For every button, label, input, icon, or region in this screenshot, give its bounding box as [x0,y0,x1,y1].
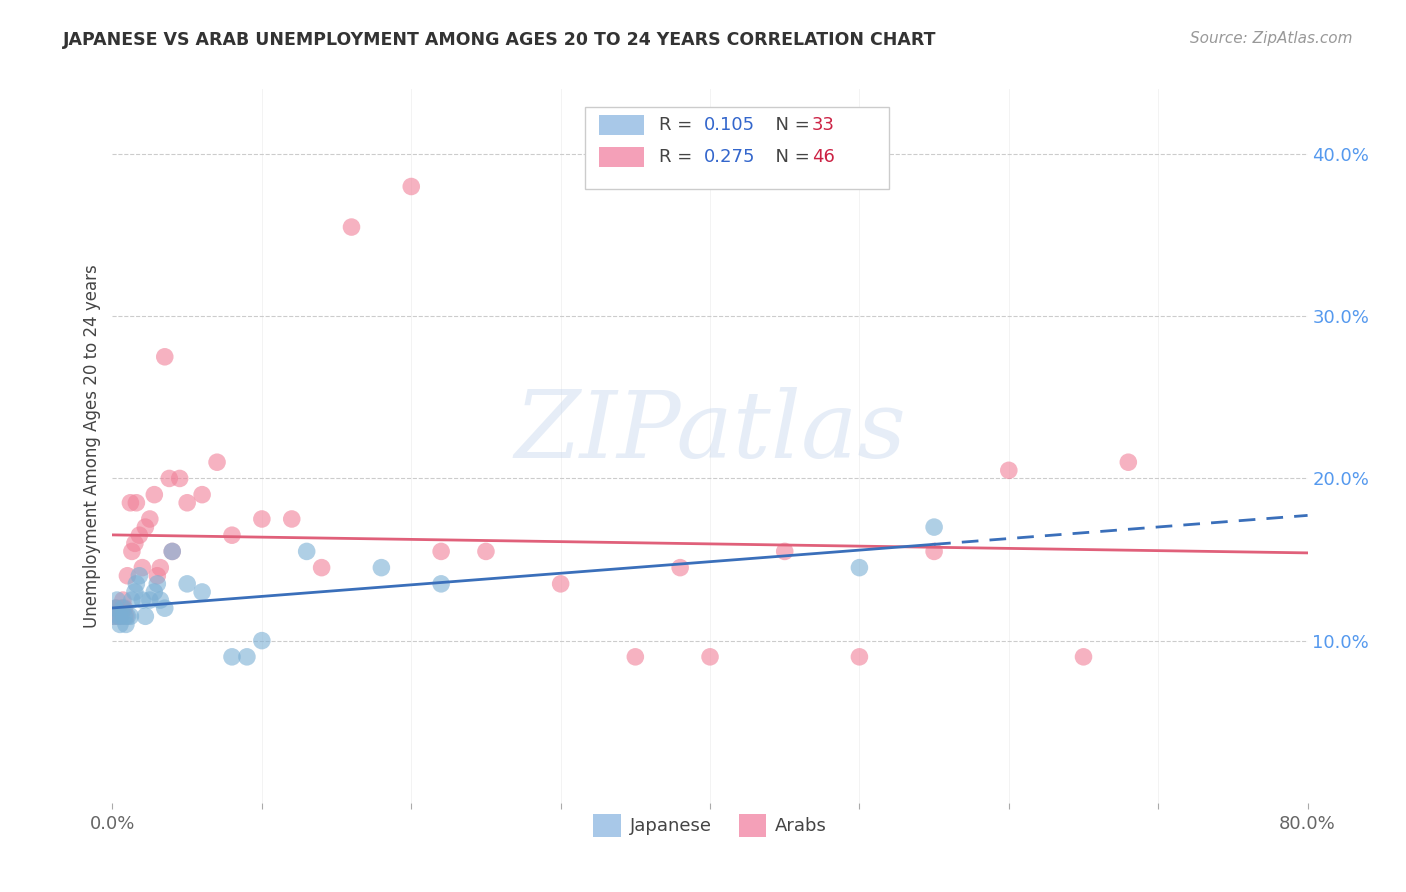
Point [120,609,142,624]
Point [103,609,125,624]
Point [110,601,132,615]
Point [110,609,132,624]
FancyBboxPatch shape [585,107,890,189]
Point [108,609,131,624]
Point [125,496,148,510]
Point [128,528,150,542]
Point [111,593,134,607]
Point [107,609,129,624]
Point [176,577,198,591]
FancyBboxPatch shape [599,147,644,167]
Point [105,601,128,615]
Point [922,544,945,558]
Text: 33: 33 [811,116,835,134]
Point [134,609,156,624]
Point [149,593,172,607]
Point [114,601,135,615]
Point [370,560,392,574]
Point [143,488,166,502]
Text: 0.275: 0.275 [704,148,755,166]
Point [401,179,423,194]
Point [117,609,139,624]
Point [117,568,139,582]
Point [430,577,453,591]
Point [146,577,169,591]
Point [139,593,162,607]
Point [699,649,721,664]
Point [295,544,318,558]
Point [121,593,143,607]
Point [311,560,333,574]
Legend: Japanese, Arabs: Japanese, Arabs [586,807,834,844]
Point [848,649,870,664]
Point [162,544,183,558]
Point [430,544,453,558]
Point [143,585,166,599]
Point [475,544,498,558]
Point [205,455,228,469]
Point [139,512,162,526]
Point [104,601,127,615]
FancyBboxPatch shape [599,115,644,135]
Point [104,601,127,615]
Point [111,601,134,615]
Point [1118,455,1140,469]
Point [998,463,1021,477]
Point [124,536,146,550]
Point [1073,649,1095,664]
Text: ZIPatlas: ZIPatlas [515,387,905,476]
Text: JAPANESE VS ARAB UNEMPLOYMENT AMONG AGES 20 TO 24 YEARS CORRELATION CHART: JAPANESE VS ARAB UNEMPLOYMENT AMONG AGES… [63,31,936,49]
Point [922,520,945,534]
Point [114,609,135,624]
Point [128,568,150,582]
Point [107,609,129,624]
Point [169,471,191,485]
Point [236,649,259,664]
Point [146,568,169,582]
Point [105,593,128,607]
Point [124,585,146,599]
Point [153,601,176,615]
Point [120,496,142,510]
Point [153,350,176,364]
Point [191,585,214,599]
Point [125,577,148,591]
Text: Source: ZipAtlas.com: Source: ZipAtlas.com [1189,31,1353,46]
Point [624,649,647,664]
Point [131,560,153,574]
Point [149,560,172,574]
Point [115,609,138,624]
Point [115,617,138,632]
Point [157,471,180,485]
Point [191,488,214,502]
Point [250,633,273,648]
Point [134,520,156,534]
Point [669,560,692,574]
Point [221,649,243,664]
Point [848,560,870,574]
Point [108,617,131,632]
Point [340,220,363,235]
Text: R =: R = [658,116,697,134]
Text: N =: N = [763,148,815,166]
Text: R =: R = [658,148,697,166]
Text: 0.105: 0.105 [704,116,755,134]
Text: N =: N = [763,116,815,134]
Text: 46: 46 [811,148,835,166]
Point [550,577,572,591]
Point [103,609,125,624]
Point [773,544,796,558]
Point [221,528,243,542]
Point [176,496,198,510]
Point [121,544,143,558]
Y-axis label: Unemployment Among Ages 20 to 24 years: Unemployment Among Ages 20 to 24 years [83,264,101,628]
Point [281,512,304,526]
Point [162,544,183,558]
Point [250,512,273,526]
Point [131,593,153,607]
